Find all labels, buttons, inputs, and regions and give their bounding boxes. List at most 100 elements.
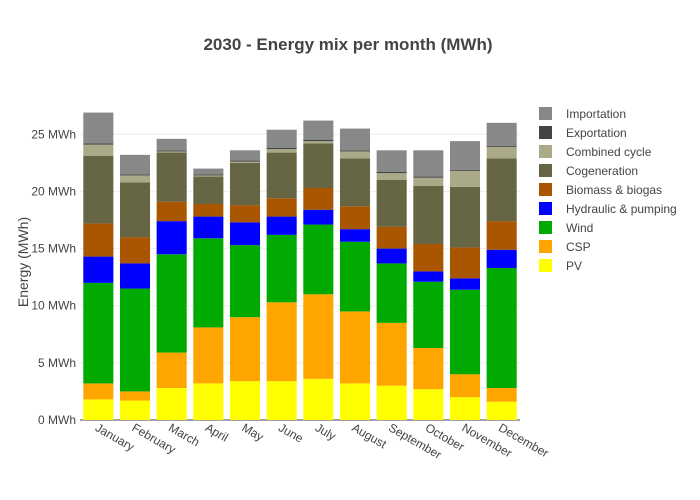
bar-segment-importation[interactable] bbox=[339, 128, 371, 151]
bar-segment-importation[interactable] bbox=[193, 168, 224, 175]
bar-segment-hydraulic-and-pumping[interactable] bbox=[119, 263, 151, 289]
bar-segment-wind[interactable] bbox=[486, 268, 517, 388]
bar-segment-cogeneration[interactable] bbox=[229, 162, 261, 206]
bar-segment-importation[interactable] bbox=[376, 150, 407, 172]
legend-item-hydraulic-and-pumping[interactable]: Hydraulic & pumping bbox=[539, 202, 677, 216]
bar-segment-hydraulic-and-pumping[interactable] bbox=[376, 248, 407, 264]
bar-segment-pv[interactable] bbox=[339, 383, 371, 420]
bar-segment-biomass-and-biogas[interactable] bbox=[413, 244, 444, 272]
bar-segment-pv[interactable] bbox=[193, 383, 224, 420]
bar-segment-wind[interactable] bbox=[449, 289, 481, 375]
bar-segment-biomass-and-biogas[interactable] bbox=[193, 204, 224, 217]
bar-segment-biomass-and-biogas[interactable] bbox=[449, 247, 481, 279]
bar-segment-biomass-and-biogas[interactable] bbox=[266, 198, 297, 217]
bar-segment-wind[interactable] bbox=[376, 263, 407, 323]
bar-segment-combined-cycle[interactable] bbox=[266, 149, 297, 153]
bar-segment-csp[interactable] bbox=[486, 388, 517, 402]
bar-segment-exportation[interactable] bbox=[413, 176, 444, 178]
bar-segment-wind[interactable] bbox=[303, 224, 334, 295]
bar-segment-importation[interactable] bbox=[229, 150, 261, 161]
bar-segment-wind[interactable] bbox=[413, 281, 444, 348]
bar-segment-pv[interactable] bbox=[156, 388, 187, 420]
bar-segment-importation[interactable] bbox=[303, 120, 334, 140]
bar-segment-exportation[interactable] bbox=[449, 169, 481, 171]
legend-item-pv[interactable]: PV bbox=[539, 259, 582, 273]
bar-segment-cogeneration[interactable] bbox=[193, 176, 224, 204]
bar-segment-biomass-and-biogas[interactable] bbox=[83, 223, 114, 257]
bar-segment-biomass-and-biogas[interactable] bbox=[303, 188, 334, 210]
bar-segment-combined-cycle[interactable] bbox=[413, 177, 444, 186]
bar-segment-csp[interactable] bbox=[83, 383, 114, 400]
bar-segment-pv[interactable] bbox=[413, 389, 444, 420]
bar-segment-hydraulic-and-pumping[interactable] bbox=[303, 209, 334, 225]
bar-segment-importation[interactable] bbox=[449, 141, 481, 170]
bar-segment-importation[interactable] bbox=[83, 112, 114, 144]
bar-segment-csp[interactable] bbox=[449, 374, 481, 398]
bar-segment-combined-cycle[interactable] bbox=[193, 175, 224, 177]
bar-segment-combined-cycle[interactable] bbox=[83, 144, 114, 156]
bar-segment-wind[interactable] bbox=[339, 241, 371, 312]
bar-segment-csp[interactable] bbox=[266, 302, 297, 382]
bar-segment-exportation[interactable] bbox=[376, 172, 407, 174]
legend-item-csp[interactable]: CSP bbox=[539, 240, 591, 254]
bar-segment-wind[interactable] bbox=[119, 288, 151, 392]
bar-segment-biomass-and-biogas[interactable] bbox=[229, 205, 261, 223]
bar-segment-cogeneration[interactable] bbox=[376, 180, 407, 227]
bar-segment-cogeneration[interactable] bbox=[303, 143, 334, 188]
bar-segment-exportation[interactable] bbox=[193, 174, 224, 176]
bar-segment-cogeneration[interactable] bbox=[83, 156, 114, 224]
bar-segment-exportation[interactable] bbox=[339, 150, 371, 152]
bar-segment-cogeneration[interactable] bbox=[266, 152, 297, 199]
bar-segment-pv[interactable] bbox=[83, 399, 114, 420]
bar-segment-hydraulic-and-pumping[interactable] bbox=[449, 278, 481, 290]
bar-segment-biomass-and-biogas[interactable] bbox=[376, 226, 407, 249]
bar-segment-csp[interactable] bbox=[413, 348, 444, 390]
bar-segment-importation[interactable] bbox=[266, 129, 297, 148]
legend-item-importation[interactable]: Importation bbox=[539, 107, 626, 121]
bar-segment-combined-cycle[interactable] bbox=[449, 170, 481, 187]
bar-segment-exportation[interactable] bbox=[229, 160, 261, 162]
bar-segment-hydraulic-and-pumping[interactable] bbox=[229, 222, 261, 246]
bar-segment-importation[interactable] bbox=[156, 138, 187, 151]
bar-segment-combined-cycle[interactable] bbox=[486, 146, 517, 159]
bar-segment-hydraulic-and-pumping[interactable] bbox=[193, 216, 224, 239]
bar-segment-wind[interactable] bbox=[266, 234, 297, 303]
bar-segment-importation[interactable] bbox=[413, 150, 444, 177]
bar-segment-importation[interactable] bbox=[486, 122, 517, 146]
bar-segment-csp[interactable] bbox=[156, 352, 187, 388]
bar-segment-combined-cycle[interactable] bbox=[229, 161, 261, 163]
legend-item-cogeneration[interactable]: Cogeneration bbox=[539, 164, 638, 178]
bar-segment-hydraulic-and-pumping[interactable] bbox=[413, 271, 444, 282]
bar-segment-wind[interactable] bbox=[193, 238, 224, 328]
legend-item-biomass-and-biogas[interactable]: Biomass & biogas bbox=[539, 183, 662, 197]
bar-segment-pv[interactable] bbox=[486, 401, 517, 420]
legend-item-wind[interactable]: Wind bbox=[539, 221, 593, 235]
bar-segment-biomass-and-biogas[interactable] bbox=[156, 201, 187, 222]
bar-segment-cogeneration[interactable] bbox=[449, 186, 481, 248]
bar-segment-exportation[interactable] bbox=[83, 143, 114, 145]
bar-segment-hydraulic-and-pumping[interactable] bbox=[339, 229, 371, 242]
bar-segment-wind[interactable] bbox=[229, 245, 261, 318]
bar-segment-pv[interactable] bbox=[229, 381, 261, 420]
bar-segment-combined-cycle[interactable] bbox=[119, 175, 151, 183]
bar-segment-pv[interactable] bbox=[266, 381, 297, 420]
bar-segment-pv[interactable] bbox=[376, 385, 407, 420]
bar-segment-cogeneration[interactable] bbox=[119, 182, 151, 238]
bar-segment-biomass-and-biogas[interactable] bbox=[486, 221, 517, 250]
bar-segment-wind[interactable] bbox=[83, 282, 114, 384]
bar-segment-combined-cycle[interactable] bbox=[303, 141, 334, 144]
bar-segment-hydraulic-and-pumping[interactable] bbox=[486, 249, 517, 268]
bar-segment-hydraulic-and-pumping[interactable] bbox=[83, 256, 114, 283]
bar-segment-cogeneration[interactable] bbox=[339, 158, 371, 207]
bar-segment-biomass-and-biogas[interactable] bbox=[119, 237, 151, 264]
bar-segment-exportation[interactable] bbox=[156, 150, 187, 152]
bar-segment-importation[interactable] bbox=[119, 154, 151, 175]
bar-segment-pv[interactable] bbox=[119, 400, 151, 420]
bar-segment-exportation[interactable] bbox=[303, 140, 334, 142]
bar-segment-pv[interactable] bbox=[449, 397, 481, 420]
bar-segment-exportation[interactable] bbox=[266, 148, 297, 150]
bar-segment-csp[interactable] bbox=[376, 322, 407, 386]
bar-segment-csp[interactable] bbox=[119, 391, 151, 401]
bar-segment-biomass-and-biogas[interactable] bbox=[339, 206, 371, 230]
bar-segment-combined-cycle[interactable] bbox=[339, 151, 371, 159]
